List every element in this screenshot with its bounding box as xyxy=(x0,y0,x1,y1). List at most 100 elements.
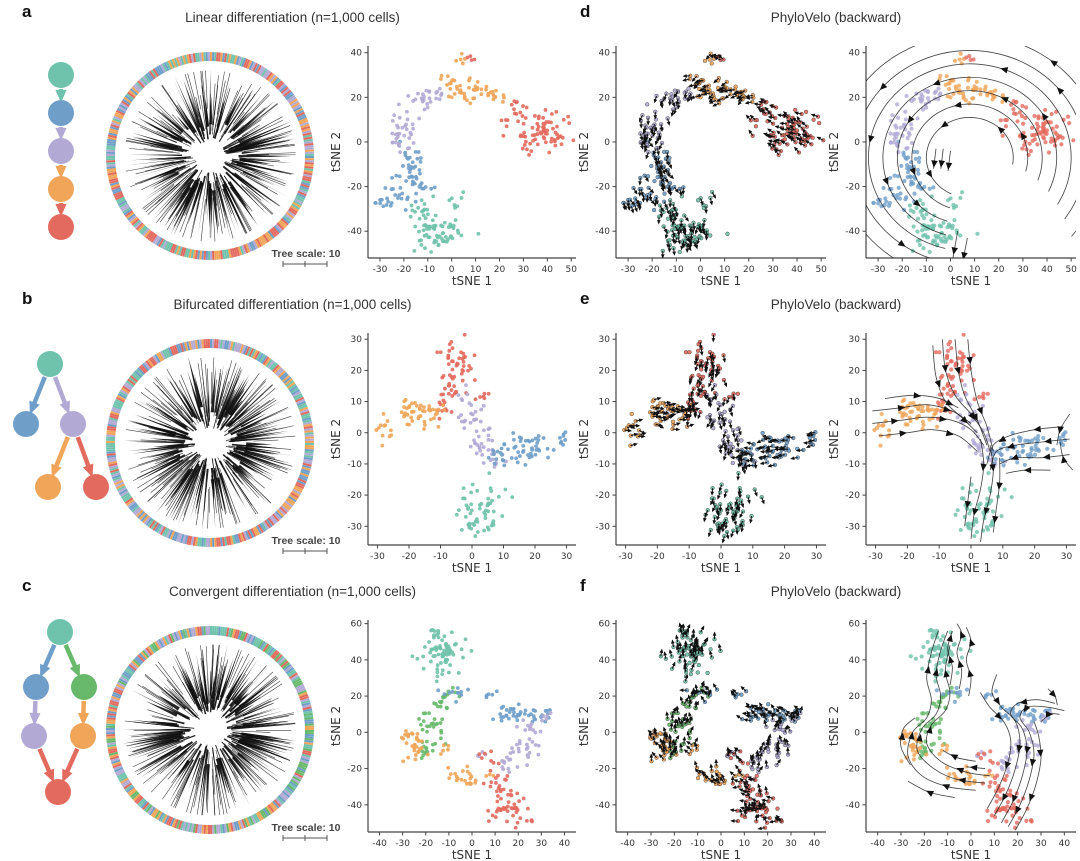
panel-f-velocity-arrows xyxy=(647,622,804,831)
diagram-node-red xyxy=(83,474,109,500)
x-tick-label: -10 xyxy=(669,265,684,275)
x-tick-label: 0 xyxy=(718,839,724,849)
panel-d-title: PhyloVelo (backward) xyxy=(770,10,902,25)
y-tick-label: 40 xyxy=(351,656,363,666)
x-tick-label: -20 xyxy=(917,839,932,849)
y-axis-label: tSNE 2 xyxy=(577,706,591,746)
x-tick-label: -20 xyxy=(900,552,915,562)
x-tick-label: 40 xyxy=(542,265,554,275)
panel-a-tsne: -30 -20 -10 0 10 20 30 40 50 -40 -20 0 20 40 tSNE 1 tSN… xyxy=(329,46,577,287)
tree-scale-label-c: Tree scale: 10 xyxy=(271,822,341,834)
row-a-canvas: -30 -20 -10 0 10 20 30 40 50 -40 -20 0 20 40 tSNE 1 tSN… xyxy=(48,46,1077,287)
x-axis-label: tSNE 1 xyxy=(951,848,991,861)
x-tick-label: 20 xyxy=(512,839,524,849)
y-tick-label: 20 xyxy=(351,692,363,702)
diagram-node-blue xyxy=(48,100,74,126)
x-tick-label: 10 xyxy=(739,839,751,849)
y-tick-label: 20 xyxy=(351,366,363,376)
x-tick-label: 30 xyxy=(1035,839,1047,849)
x-tick-label: 0 xyxy=(718,552,724,562)
x-tick-label: 0 xyxy=(449,265,455,275)
y-tick-label: 40 xyxy=(599,656,611,666)
y-tick-label: 0 xyxy=(854,728,860,738)
x-tick-label: -20 xyxy=(397,265,412,275)
diagram-edge-arrow xyxy=(32,700,38,715)
x-tick-label: 50 xyxy=(815,265,827,275)
y-tick-label: -40 xyxy=(845,801,860,811)
x-tick-label: 0 xyxy=(968,839,974,849)
phylo-tree-a xyxy=(106,52,328,267)
y-tick-label: -10 xyxy=(595,460,610,470)
y-tick-label: 20 xyxy=(351,93,363,103)
y-tick-label: -30 xyxy=(595,522,610,532)
diagram-node-teal xyxy=(37,351,63,377)
x-tick-label: 30 xyxy=(518,265,530,275)
phylo-tree-c xyxy=(106,626,328,841)
y-tick-label: 10 xyxy=(849,398,861,408)
diagram-c xyxy=(21,619,97,805)
y-tick-label: 30 xyxy=(351,335,363,345)
panel-f-title: PhyloVelo (backward) xyxy=(770,584,902,599)
y-tick-label: 60 xyxy=(849,620,861,630)
x-tick-label: 0 xyxy=(469,839,475,849)
x-tick-label: 40 xyxy=(809,839,821,849)
x-tick-label: -30 xyxy=(621,265,636,275)
y-tick-label: 20 xyxy=(599,366,611,376)
panel-f-velocity-axes: -40 -30 -20 -10 0 10 20 30 40 -40 -20 0 20 40 60 tSNE 1… xyxy=(577,620,826,861)
y-tick-label: -30 xyxy=(347,522,362,532)
diagram-a xyxy=(48,62,74,240)
x-tick-label: 20 xyxy=(779,552,791,562)
x-tick-label: 0 xyxy=(968,552,974,562)
diagram-edge-arrow xyxy=(37,747,52,773)
panel-b-tsne-points xyxy=(374,333,568,538)
x-tick-label: 30 xyxy=(1017,265,1029,275)
x-tick-label: -40 xyxy=(620,839,635,849)
x-tick-label: -20 xyxy=(418,839,433,849)
x-tick-label: -20 xyxy=(402,552,417,562)
diagram-edge-arrow xyxy=(63,643,78,668)
y-tick-label: 20 xyxy=(599,93,611,103)
tree-scale-label-b: Tree scale: 10 xyxy=(271,535,341,547)
diagram-edge-arrow xyxy=(64,747,80,773)
x-tick-label: 10 xyxy=(997,552,1009,562)
diagram-node-purple xyxy=(21,723,47,749)
diagram-node-orange xyxy=(48,176,74,202)
diagram-node-purple xyxy=(60,411,86,437)
x-tick-label: 0 xyxy=(469,552,475,562)
y-tick-label: -30 xyxy=(845,522,860,532)
tree-scale-label-a: Tree scale: 10 xyxy=(271,248,341,260)
panel-letter-f: f xyxy=(580,576,586,595)
diagram-node-teal xyxy=(48,62,74,88)
x-tick-label: -30 xyxy=(618,552,633,562)
x-tick-label: 30 xyxy=(536,839,548,849)
y-axis-label: tSNE 2 xyxy=(577,132,591,172)
diagram-edge-arrow xyxy=(52,376,68,405)
x-axis-label: tSNE 1 xyxy=(701,274,741,287)
x-tick-label: -20 xyxy=(650,552,665,562)
y-axis-label: tSNE 2 xyxy=(329,419,343,459)
y-tick-label: 0 xyxy=(604,728,610,738)
y-tick-label: 40 xyxy=(599,49,611,59)
x-tick-label: 50 xyxy=(565,265,577,275)
panel-letter-e: e xyxy=(580,289,590,308)
diagram-node-blue xyxy=(23,674,49,700)
panel-b-tsne-axes: -30 -20 -10 0 10 20 30 -30 -20 -10 0 10 20 30 tSNE 1 tS… xyxy=(329,333,576,574)
x-tick-label: 20 xyxy=(762,839,774,849)
panel-d-stream-axes: -30 -20 -10 0 10 20 30 40 50 -40 -20 0 20 40 tSNE 1 tSN… xyxy=(827,46,1077,287)
panel-c-tsne-points xyxy=(399,628,553,830)
x-tick-label: -30 xyxy=(370,552,385,562)
y-tick-label: 0 xyxy=(604,429,610,439)
x-tick-label: -10 xyxy=(919,265,934,275)
x-tick-label: 40 xyxy=(559,839,571,849)
diagram-node-green xyxy=(71,674,97,700)
panel-e-title: PhyloVelo (backward) xyxy=(770,297,902,312)
panel-d-stream-streamlines xyxy=(866,46,1076,258)
x-tick-label: 30 xyxy=(1061,552,1073,562)
x-axis-label: tSNE 1 xyxy=(701,848,741,861)
x-axis-label: tSNE 1 xyxy=(951,274,991,287)
diagram-node-red xyxy=(45,779,71,805)
x-axis-label: tSNE 1 xyxy=(701,561,741,574)
panel-d-velocity-points xyxy=(621,51,826,255)
y-tick-label: 20 xyxy=(849,93,861,103)
